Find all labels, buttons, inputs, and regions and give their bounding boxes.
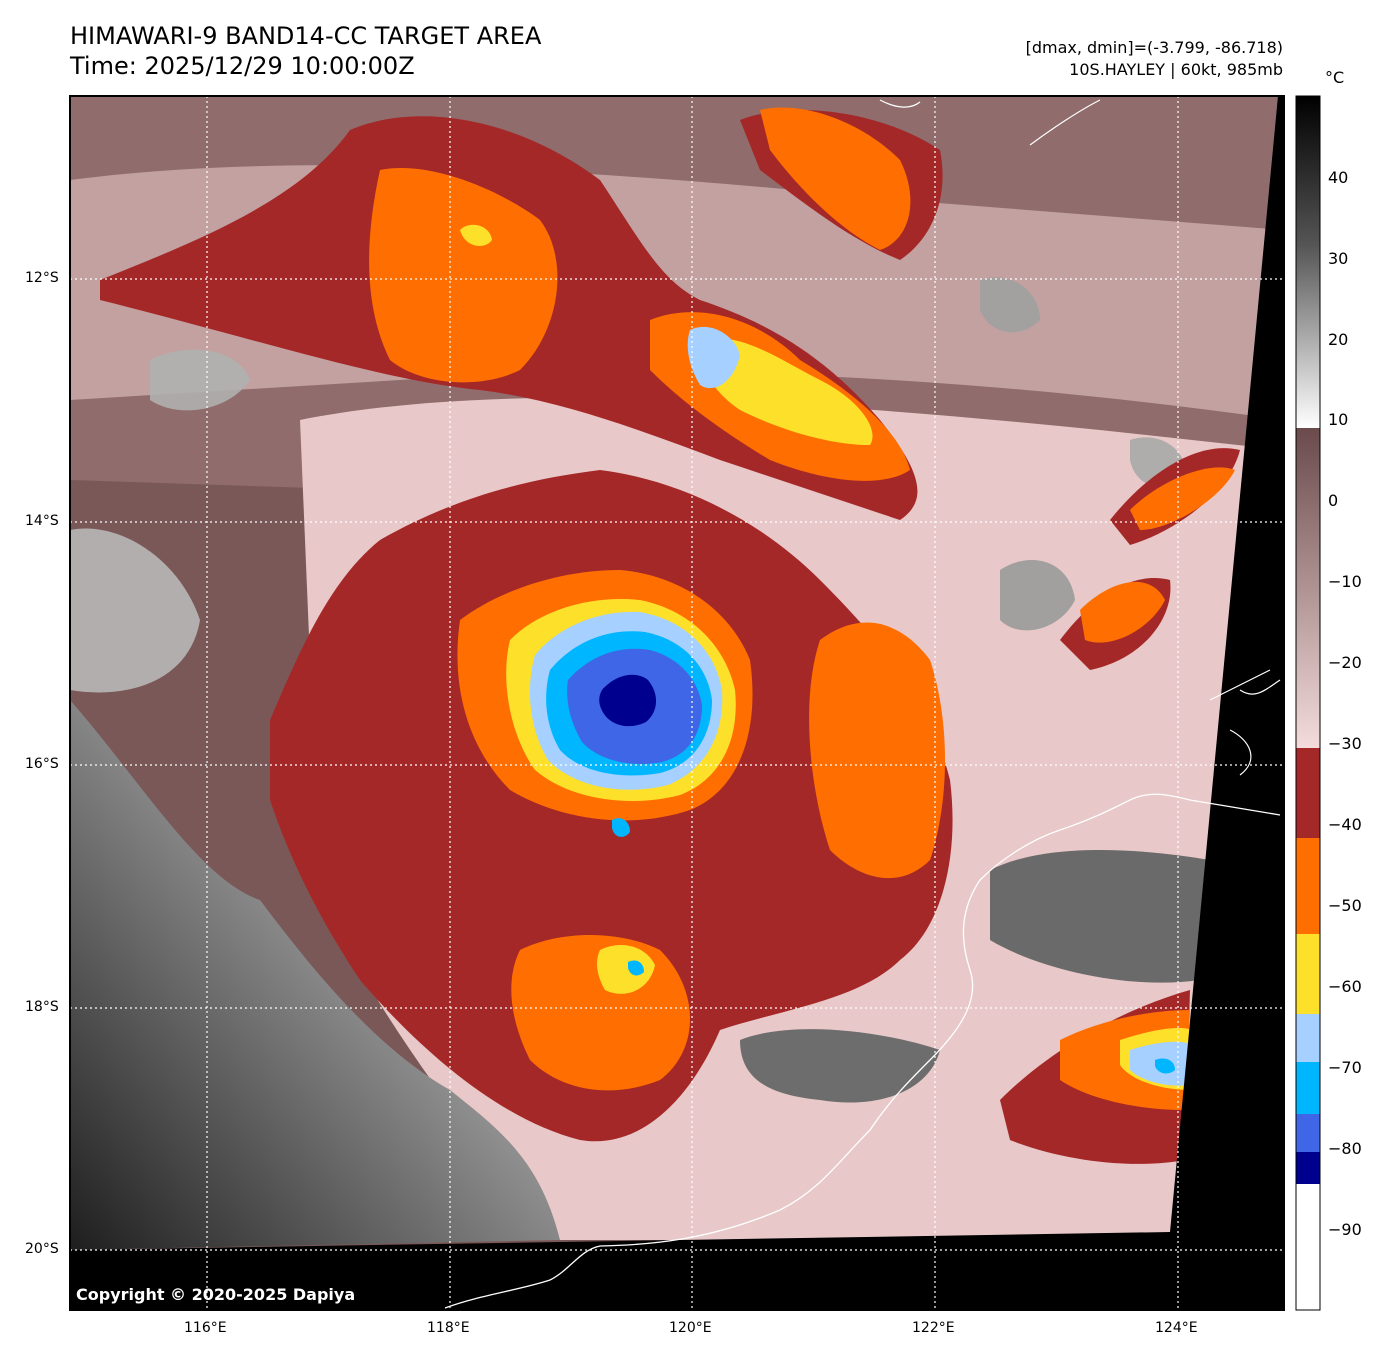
colorbar-tick: −60: [1328, 977, 1362, 996]
orange-cell-north: [369, 168, 558, 383]
navy-coldest-core: [599, 674, 657, 727]
lat-tick-label: 20°S: [25, 1241, 59, 1257]
colorbar-tick: 10: [1328, 410, 1349, 429]
lon-tick-label: 116°E: [184, 1320, 227, 1336]
copyright-text: Copyright © 2020-2025 Dapiya: [76, 1285, 356, 1304]
colorbar-tick: −10: [1328, 572, 1362, 591]
colorbar-tick: 40: [1328, 168, 1349, 187]
colorbar-tick: −80: [1328, 1139, 1362, 1158]
info-line-1: [dmax, dmin]=(-3.799, -86.718): [1025, 38, 1283, 57]
colorbar-tick: −30: [1328, 734, 1362, 753]
lat-tick-label: 16°S: [25, 756, 59, 772]
colorbar-tick: −50: [1328, 896, 1362, 915]
lon-tick-label: 124°E: [1155, 1320, 1198, 1336]
map-imagery: [70, 96, 1284, 1310]
lon-tick-label: 118°E: [427, 1320, 470, 1336]
lat-tick-label: 14°S: [25, 513, 59, 529]
colorbar-unit: °C: [1325, 68, 1345, 87]
title-line-1: HIMAWARI-9 BAND14-CC TARGET AREA: [70, 22, 542, 50]
colorbar-tick: −90: [1328, 1220, 1362, 1239]
info-line-2: 10S.HAYLEY | 60kt, 985mb: [1069, 60, 1283, 79]
colorbar: [1295, 95, 1321, 1311]
colorbar-tick: 30: [1328, 249, 1349, 268]
coastline: [444, 793, 1281, 1309]
colorbar-tick: −20: [1328, 653, 1362, 672]
lon-tick-label: 122°E: [912, 1320, 955, 1336]
land-clear-sky: [70, 700, 560, 1250]
colorbar-tick: −40: [1328, 815, 1362, 834]
colorbar-tick: −70: [1328, 1058, 1362, 1077]
colorbar-tick: 0: [1328, 491, 1339, 510]
gray-patch-east: [990, 850, 1210, 983]
lat-tick-label: 12°S: [25, 270, 59, 286]
lon-tick-label: 120°E: [669, 1320, 712, 1336]
colorbar-tick: 20: [1328, 330, 1349, 349]
yellow-band-north: [699, 338, 873, 445]
title-line-2: Time: 2025/12/29 10:00:00Z: [70, 52, 415, 80]
map-frame: [69, 95, 1285, 1311]
graticule: [70, 96, 1284, 1310]
lat-tick-label: 18°S: [25, 999, 59, 1015]
